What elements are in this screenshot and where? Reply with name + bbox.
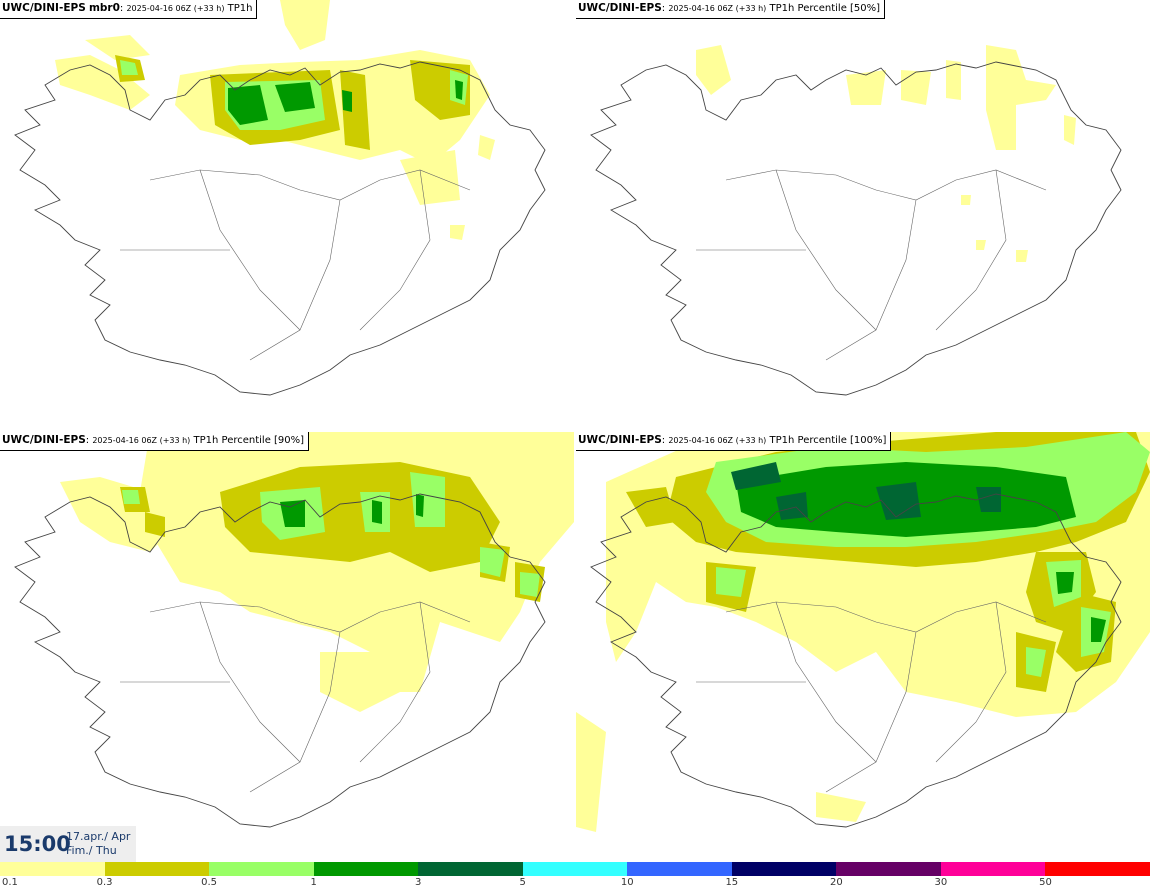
legend-swatch bbox=[418, 862, 524, 876]
legend-label: 30 bbox=[934, 877, 948, 888]
legend-swatch bbox=[1045, 862, 1150, 876]
valid-time: 15:00 bbox=[4, 832, 71, 856]
parameter-name: TP1h Percentile [50%] bbox=[769, 3, 881, 14]
legend-label: 50 bbox=[1039, 877, 1052, 888]
legend-label: 0.1 bbox=[2, 877, 18, 888]
model-name: UWC/DINI-EPS bbox=[578, 2, 662, 14]
parameter-name: TP1h Percentile [100%] bbox=[769, 435, 887, 446]
legend-label: 20 bbox=[829, 877, 843, 888]
model-name: UWC/DINI-EPS bbox=[2, 434, 86, 446]
legend-label: 0.3 bbox=[96, 877, 113, 888]
panel-divider-horizontal bbox=[0, 430, 1150, 432]
model-name: UWC/DINI-EPS bbox=[2, 2, 86, 14]
color-legend: 0.1 0.3 0.5 1 3 5 10 15 20 30 50 bbox=[0, 862, 1150, 891]
map-panel-p100: UWC/DINI-EPS: 2025-04-16 06Z (+33 h) TP1… bbox=[576, 432, 1150, 862]
model-variant: mbr0 bbox=[88, 2, 120, 14]
legend-swatch bbox=[836, 862, 942, 876]
legend-label: 15 bbox=[725, 877, 739, 888]
legend-label: 10 bbox=[620, 877, 634, 888]
legend-swatch bbox=[104, 862, 210, 876]
map-panel-p90: UWC/DINI-EPS: 2025-04-16 06Z (+33 h) TP1… bbox=[0, 432, 574, 862]
panel-title: UWC/DINI-EPS: 2025-04-16 06Z (+33 h) TP1… bbox=[576, 0, 886, 19]
legend-label: 1 bbox=[310, 877, 317, 888]
model-name: UWC/DINI-EPS bbox=[578, 434, 662, 446]
legend-label: 3 bbox=[414, 877, 422, 888]
panel-title: UWC/DINI-EPS mbr0: 2025-04-16 06Z (+33 h… bbox=[0, 0, 258, 19]
precip-map bbox=[14, 0, 546, 396]
map-panel-member0: UWC/DINI-EPS mbr0: 2025-04-16 06Z (+33 h… bbox=[0, 0, 574, 430]
run-time: 2025-04-16 06Z (+33 h) bbox=[668, 436, 767, 445]
precip-map bbox=[590, 45, 1122, 396]
precip-map bbox=[576, 432, 1150, 832]
run-time: 2025-04-16 06Z (+33 h) bbox=[126, 4, 225, 13]
valid-date-line1: 17.apr./ Apr bbox=[66, 830, 131, 843]
precip-map bbox=[14, 432, 574, 828]
legend-swatch bbox=[940, 862, 1046, 876]
legend-swatch bbox=[522, 862, 628, 876]
valid-date: 17.apr./ Apr Fim./ Thu bbox=[66, 830, 130, 858]
map-panel-p50: UWC/DINI-EPS: 2025-04-16 06Z (+33 h) TP1… bbox=[576, 0, 1150, 430]
valid-time-box: 15:00 17.apr./ Apr Fim./ Thu bbox=[0, 826, 136, 862]
legend-label: 0.5 bbox=[201, 877, 218, 888]
parameter-name: TP1h bbox=[227, 3, 253, 14]
panel-title: UWC/DINI-EPS: 2025-04-16 06Z (+33 h) TP1… bbox=[576, 432, 892, 451]
panel-title: UWC/DINI-EPS: 2025-04-16 06Z (+33 h) TP1… bbox=[0, 432, 310, 451]
legend-swatch bbox=[313, 862, 419, 876]
legend-swatch bbox=[731, 862, 837, 876]
run-time: 2025-04-16 06Z (+33 h) bbox=[92, 436, 191, 445]
legend-swatch bbox=[0, 862, 106, 876]
legend-label: 5 bbox=[519, 877, 526, 888]
parameter-name: TP1h Percentile [90%] bbox=[193, 435, 305, 446]
legend-swatch bbox=[627, 862, 733, 876]
valid-date-line2: Fim./ Thu bbox=[66, 844, 117, 857]
legend-swatch bbox=[209, 862, 315, 876]
run-time: 2025-04-16 06Z (+33 h) bbox=[668, 4, 767, 13]
